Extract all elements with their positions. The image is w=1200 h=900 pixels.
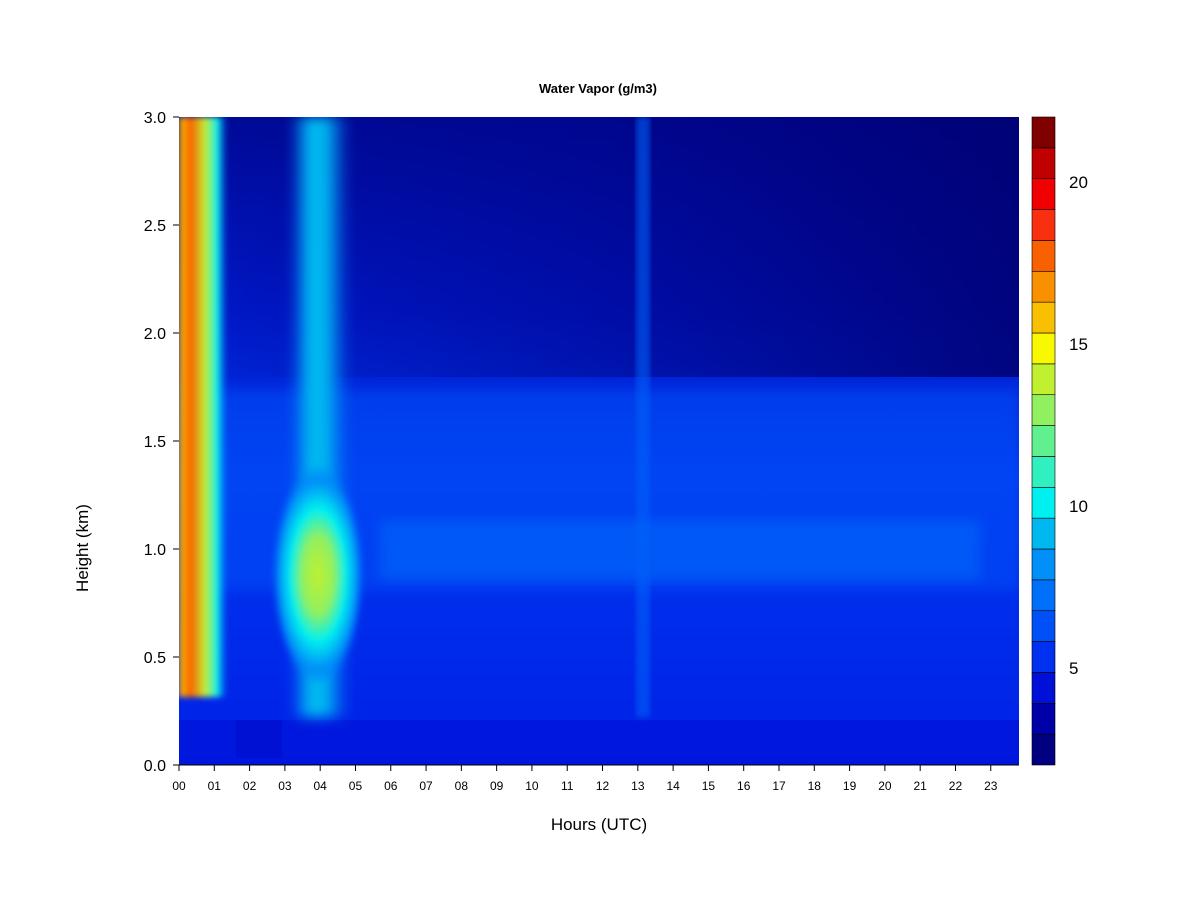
x-tick-label: 12 xyxy=(596,779,610,793)
colorbar-swatch xyxy=(1031,672,1056,704)
colorbar-ticks: 5 10 15 20 xyxy=(1069,173,1088,678)
colorbar-tick-label: 20 xyxy=(1069,173,1088,192)
colorbar-tick-label: 5 xyxy=(1069,659,1078,678)
x-tick-label: 17 xyxy=(772,779,786,793)
colorbar-swatch xyxy=(1031,178,1056,210)
x-tick-label: 03 xyxy=(278,779,292,793)
colorbar-swatch xyxy=(1031,517,1056,550)
x-axis-title: Hours (UTC) xyxy=(551,815,647,834)
y-tick-label: 3.0 xyxy=(144,110,166,127)
y-axis-title: Height (km) xyxy=(73,504,92,592)
x-axis-ticks: 00 01 02 03 04 05 06 07 08 09 10 11 12 13 14 15 16 17 18 19… xyxy=(172,765,998,793)
x-tick-label: 23 xyxy=(984,779,998,793)
x-tick-label: 20 xyxy=(878,779,892,793)
x-tick-label: 14 xyxy=(666,779,680,793)
colorbar-swatch xyxy=(1031,486,1056,519)
colorbar-swatch xyxy=(1031,116,1056,149)
colorbar-swatch xyxy=(1031,209,1056,241)
y-tick-label: 2.5 xyxy=(144,218,166,235)
x-tick-label: 15 xyxy=(702,779,716,793)
colorbar-swatch xyxy=(1031,425,1056,457)
y-tick-label: 0.0 xyxy=(144,758,166,775)
x-tick-label: 02 xyxy=(243,779,257,793)
colorbar-swatch xyxy=(1031,301,1056,334)
colorbar-swatch xyxy=(1031,394,1056,426)
colorbar-swatch xyxy=(1031,610,1056,642)
x-tick-label: 16 xyxy=(737,779,751,793)
colorbar-swatch xyxy=(1031,240,1056,272)
x-tick-label: 10 xyxy=(525,779,539,793)
colorbar-swatch xyxy=(1031,147,1056,180)
colorbar-swatch xyxy=(1031,332,1056,365)
chart-title: Water Vapor (g/m3) xyxy=(539,81,657,96)
colorbar-swatch xyxy=(1031,641,1056,673)
x-tick-label: 18 xyxy=(808,779,822,793)
y-tick-label: 0.5 xyxy=(144,650,166,667)
y-tick-label: 2.0 xyxy=(144,326,166,343)
y-tick-label: 1.5 xyxy=(144,434,166,451)
x-tick-label: 05 xyxy=(349,779,363,793)
x-tick-label: 01 xyxy=(208,779,222,793)
x-tick-label: 21 xyxy=(913,779,927,793)
y-tick-label: 1.0 xyxy=(144,542,166,559)
colorbar-swatch xyxy=(1031,548,1056,581)
x-tick-label: 07 xyxy=(419,779,433,793)
colorbar-tick-label: 10 xyxy=(1069,497,1088,516)
x-tick-label: 09 xyxy=(490,779,504,793)
colorbar-swatch xyxy=(1031,579,1056,612)
x-tick-label: 08 xyxy=(455,779,469,793)
heatmap-field xyxy=(179,117,1019,765)
x-tick-label: 19 xyxy=(843,779,857,793)
x-tick-label: 00 xyxy=(172,779,186,793)
x-tick-label: 13 xyxy=(631,779,645,793)
colorbar-swatch xyxy=(1031,270,1056,303)
x-tick-label: 06 xyxy=(384,779,398,793)
y-axis-ticks: 0.0 0.5 1.0 1.5 2.0 2.5 3.0 xyxy=(144,110,179,775)
colorbar-swatch xyxy=(1031,702,1056,735)
colorbar-swatch xyxy=(1031,733,1056,766)
x-tick-label: 04 xyxy=(313,779,327,793)
colorbar xyxy=(1031,116,1056,766)
x-tick-label: 11 xyxy=(561,779,574,793)
colorbar-tick-label: 15 xyxy=(1069,335,1088,354)
colorbar-swatch xyxy=(1031,456,1056,488)
colorbar-swatch xyxy=(1031,363,1056,396)
x-tick-label: 22 xyxy=(949,779,963,793)
